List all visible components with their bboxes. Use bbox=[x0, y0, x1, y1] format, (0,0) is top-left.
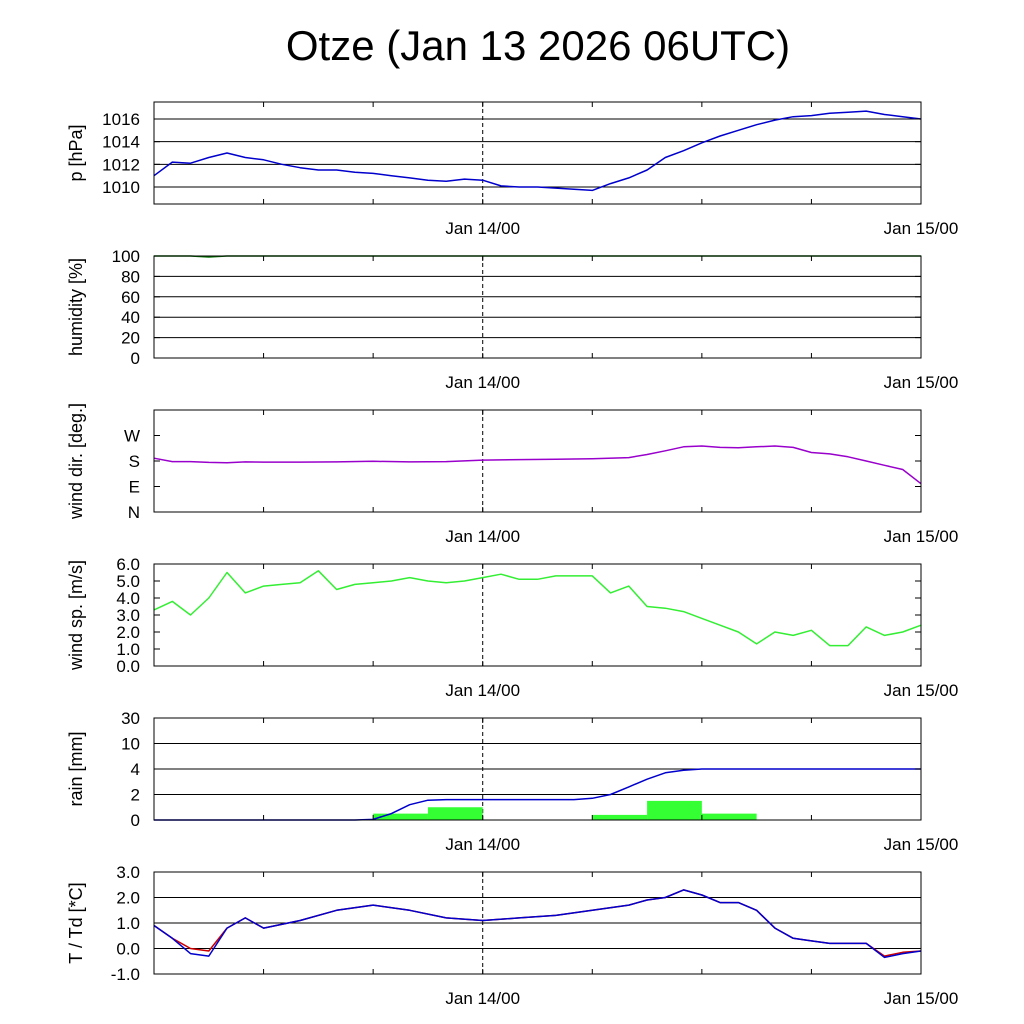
x-tick-label: Jan 15/00 bbox=[884, 373, 959, 392]
y-tick-label: 1.0 bbox=[116, 914, 140, 933]
y-tick-label: 0.0 bbox=[116, 657, 140, 676]
x-tick-label: Jan 14/00 bbox=[445, 527, 520, 546]
plot-frame bbox=[153, 101, 922, 205]
y-tick-label: 20 bbox=[121, 329, 140, 348]
y-tick-label: 40 bbox=[121, 308, 140, 327]
series-line-0 bbox=[153, 570, 922, 647]
panel-0: 1010 1012 1014 1016 Jan 14/00 Jan 15/00 p [hPa… bbox=[66, 101, 959, 238]
y-tick-label: 30 bbox=[121, 709, 140, 728]
y-tick-label: 0.0 bbox=[116, 940, 140, 959]
y-tick-label: 10 bbox=[121, 735, 140, 754]
y-axis-label: humidity [%] bbox=[66, 258, 86, 356]
x-tick-label: Jan 14/00 bbox=[445, 989, 520, 1008]
series-line-1 bbox=[153, 889, 922, 959]
y-tick-label: 60 bbox=[121, 288, 140, 307]
rain-bar bbox=[701, 813, 757, 820]
y-tick-label: 0 bbox=[131, 349, 140, 368]
panel-5: -1.0 0.0 1.0 2.0 3.0 Jan 14/00 Jan 15/00 T / Td… bbox=[66, 863, 958, 1008]
y-tick-label: W bbox=[124, 427, 140, 446]
y-tick-label: 3.0 bbox=[116, 863, 140, 882]
y-tick-label: 6.0 bbox=[116, 555, 140, 574]
y-tick-label: 2 bbox=[131, 786, 140, 805]
y-tick-label: S bbox=[129, 452, 140, 471]
y-tick-label: 4 bbox=[131, 760, 140, 779]
y-axis-label: rain [mm] bbox=[66, 731, 86, 806]
x-tick-label: Jan 14/00 bbox=[445, 219, 520, 238]
chart-title: Otze (Jan 13 2026 06UTC) bbox=[285, 22, 791, 69]
y-tick-label: N bbox=[128, 503, 140, 522]
rain-bar bbox=[373, 813, 428, 820]
x-tick-label: Jan 15/00 bbox=[884, 219, 959, 238]
y-tick-label: 0 bbox=[131, 811, 140, 830]
y-axis-label: wind dir. [deg.] bbox=[66, 403, 86, 520]
y-tick-label: 1014 bbox=[102, 133, 140, 152]
plot-frame bbox=[153, 409, 922, 513]
series-line-0 bbox=[153, 445, 922, 485]
y-axis-label: wind sp. [m/s] bbox=[66, 560, 86, 671]
y-tick-label: E bbox=[129, 478, 140, 497]
x-tick-label: Jan 14/00 bbox=[445, 373, 520, 392]
plot-frame bbox=[153, 255, 922, 359]
y-tick-label: 4.0 bbox=[116, 589, 140, 608]
y-tick-label: 1012 bbox=[102, 155, 140, 174]
y-tick-label: 1016 bbox=[102, 110, 140, 129]
x-tick-label: Jan 15/00 bbox=[884, 681, 959, 700]
rain-bar bbox=[592, 814, 648, 820]
x-tick-label: Jan 14/00 bbox=[445, 681, 520, 700]
y-tick-label: 5.0 bbox=[116, 572, 140, 591]
x-tick-label: Jan 15/00 bbox=[884, 989, 959, 1008]
x-tick-label: Jan 15/00 bbox=[884, 527, 959, 546]
y-tick-label: 3.0 bbox=[116, 606, 140, 625]
y-tick-label: 2.0 bbox=[116, 623, 140, 642]
x-tick-label: Jan 15/00 bbox=[884, 835, 959, 854]
panel-3: 0.01.02.03.04.05.06.0 Jan 14/00 Jan 15/00 w… bbox=[66, 555, 958, 700]
series-line-0 bbox=[153, 110, 922, 192]
y-tick-label: 100 bbox=[112, 247, 140, 266]
panel-4: 0 2 4 10 30 Jan 14/00 Jan 15/00 rain [mm] bbox=[66, 709, 958, 854]
x-tick-label: Jan 14/00 bbox=[445, 835, 520, 854]
y-tick-label: -1.0 bbox=[111, 965, 140, 984]
series-line-0 bbox=[154, 768, 921, 821]
y-tick-label: 80 bbox=[121, 267, 140, 286]
rain-bar bbox=[427, 807, 483, 820]
y-tick-label: 2.0 bbox=[116, 889, 140, 908]
y-tick-label: 1.0 bbox=[116, 640, 140, 659]
rain-bar bbox=[647, 800, 702, 820]
y-tick-label: 1010 bbox=[102, 178, 140, 197]
y-axis-label: p [hPa] bbox=[66, 124, 86, 181]
y-axis-label: T / Td [*C] bbox=[66, 882, 86, 963]
